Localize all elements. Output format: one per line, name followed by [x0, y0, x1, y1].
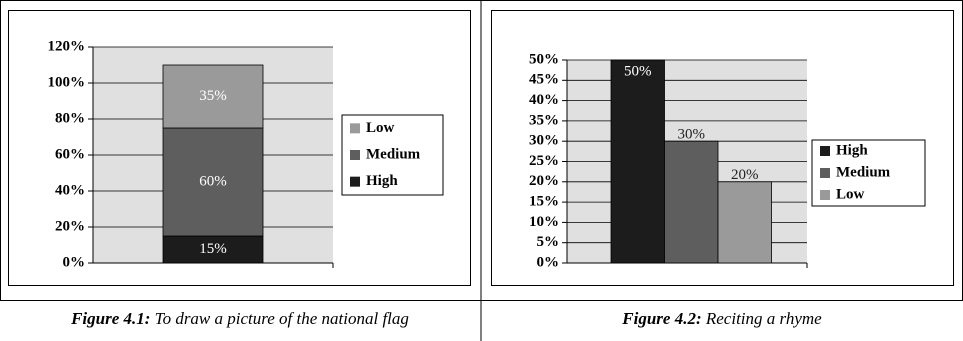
y-tick-label: 40%: [529, 92, 559, 108]
value-label: 50%: [624, 63, 652, 79]
y-tick-label: 50%: [529, 51, 559, 67]
caption: Figure 4.1: To draw a picture of the nat…: [70, 309, 409, 328]
bar: [162, 235, 264, 264]
bar: [162, 64, 264, 129]
y-tick-label: 45%: [529, 72, 559, 88]
caption-text: To draw a picture of the national flag: [150, 309, 408, 328]
y-tick-label: 20%: [55, 218, 85, 234]
legend-swatch: [350, 123, 360, 134]
y-tick-label: 5%: [537, 234, 560, 250]
y-tick-label: 120%: [48, 38, 86, 54]
value-label: 20%: [731, 167, 759, 183]
caption-text: Reciting a rhyme: [702, 309, 823, 328]
caption-label: Figure 4.1:: [70, 309, 150, 328]
bar: [664, 140, 719, 264]
value-label: 35%: [199, 88, 227, 104]
caption: Figure 4.2: Reciting a rhyme: [621, 309, 822, 328]
y-tick-label: 0%: [63, 254, 86, 270]
y-tick-label: 10%: [529, 214, 559, 230]
caption-label: Figure 4.2:: [621, 309, 701, 328]
y-tick-label: 35%: [529, 112, 559, 128]
y-tick-label: 100%: [48, 74, 86, 90]
y-tick-label: 0%: [537, 254, 560, 270]
value-label: 15%: [199, 241, 227, 257]
y-tick-label: 60%: [55, 146, 85, 162]
legend-box: [811, 139, 926, 207]
legend-label: Medium: [836, 164, 891, 180]
bar: [162, 127, 264, 237]
legend-label: High: [366, 173, 398, 189]
y-tick-label: 30%: [529, 133, 559, 149]
y-tick-label: 20%: [529, 173, 559, 189]
legend-label: High: [836, 142, 868, 158]
bar: [610, 59, 665, 264]
legend-label: Low: [366, 120, 395, 136]
y-tick-label: 25%: [529, 153, 559, 169]
legend-swatch: [350, 150, 360, 160]
y-tick-label: 80%: [55, 110, 85, 126]
legend-label: Medium: [366, 146, 421, 162]
value-label: 60%: [199, 173, 227, 189]
legend-swatch: [820, 146, 830, 156]
y-tick-label: 40%: [55, 182, 85, 198]
legend-swatch: [820, 168, 830, 178]
bar: [717, 181, 772, 264]
legend-swatch: [820, 190, 830, 200]
legend-swatch: [350, 176, 360, 187]
y-tick-label: 15%: [529, 194, 559, 210]
legend-label: Low: [836, 186, 865, 202]
value-label: 30%: [678, 127, 706, 143]
